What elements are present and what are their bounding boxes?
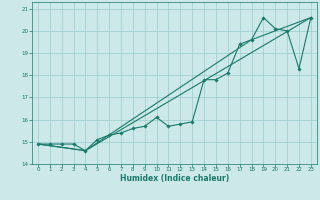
X-axis label: Humidex (Indice chaleur): Humidex (Indice chaleur): [120, 174, 229, 183]
